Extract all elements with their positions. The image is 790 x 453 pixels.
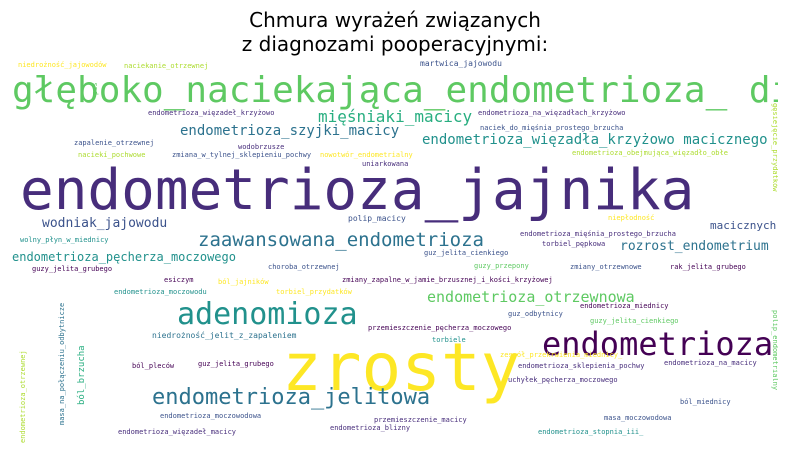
word: macicznych xyxy=(710,219,777,232)
word: torbiele xyxy=(432,336,466,344)
word: głęboko_naciekająca_endometrioza_ die xyxy=(12,70,778,111)
word: pcs xyxy=(91,82,99,95)
word: guzy_jelita_cienkiego xyxy=(590,317,679,325)
word: naciekanie_otrzewnej xyxy=(124,62,209,70)
word: zrosty xyxy=(282,329,521,406)
word: ból_miednicy xyxy=(680,398,731,406)
word: endometrioza_więzadła_krzyżowo maciczneg… xyxy=(422,132,768,148)
word: masa_moczowodowa xyxy=(604,414,672,422)
word: zapalenie_otrzewnej xyxy=(74,139,155,147)
word: guz_odbytnicy xyxy=(508,310,563,318)
word: zaawansowana_endometrioza xyxy=(198,229,484,251)
word: niedrożność_jelit_z_zapaleniem xyxy=(152,331,297,340)
word: endometrioza xyxy=(542,325,774,363)
word: wolny_płyn_w_miednicy xyxy=(20,236,109,244)
word: endometrioza_jelitowa xyxy=(152,385,431,410)
word: esiczym xyxy=(164,276,194,284)
word: endometrioza_pęcherza_moczowego xyxy=(12,250,236,264)
word: naciek_do_mięśnia_prostego_brzucha xyxy=(480,124,624,132)
word: przemieszczenie_pęcherza_moczowego xyxy=(368,324,512,332)
word: endometrioza_na_więzadłach_krzyżowo xyxy=(478,109,626,117)
word: endometrioza_szyjki_macicy xyxy=(180,123,400,139)
word: ból_pleców xyxy=(132,362,175,370)
word: zmiany_zapalne_w_jamie_brzusznej_i_kości… xyxy=(342,276,553,284)
word: endometrioza_obejmująca_więzadło_obłe xyxy=(572,149,728,157)
word: endometrioza_mięśnia_prostego_brzucha xyxy=(520,230,676,238)
word: torbiel_przydatków xyxy=(276,288,352,296)
word-cloud: endometrioza_jajnika zrosty głęboko_naci… xyxy=(12,55,778,445)
word: martwica_jajowodu xyxy=(420,59,502,68)
word: uniarkowana xyxy=(362,160,409,168)
title-line-2: z diagnozami pooperacyjnymi: xyxy=(241,32,549,56)
word: endometrioza_stopnia_iii_ xyxy=(538,428,644,436)
word: endometrioza_otrzewnej xyxy=(19,350,27,443)
word: niepłodność xyxy=(608,214,655,222)
word: gęsiejęcie_przydatków xyxy=(771,103,778,192)
word: rozrost_endometrium xyxy=(620,239,769,254)
word: masa_na_połączeniu_odbytnicze xyxy=(58,302,66,425)
word: endometrioza_miednicy xyxy=(580,302,669,310)
word: polip_endometrialny xyxy=(771,310,778,391)
word: polip_macicy xyxy=(348,214,406,223)
word: zespół_przekrwienia_miednicy_ xyxy=(500,351,623,359)
word: torbiel_pępkowa xyxy=(542,240,606,248)
word: naciekí_pochwowe xyxy=(78,151,146,159)
word: guzy_przepony xyxy=(474,262,529,270)
word: uchyłek_pęcherza_moczowego xyxy=(508,376,618,384)
word: choroba_otrzewnej xyxy=(268,263,340,271)
word: endometrioza_więzadeł_macicy xyxy=(118,428,237,436)
word: endometrioza_moczowodowa xyxy=(160,412,262,420)
word: guz_jelita_cienkiego xyxy=(424,249,509,257)
word: endometrioza_otrzewnowa xyxy=(427,288,635,306)
title-line-1: Chmura wyrażeń związanych xyxy=(249,8,541,32)
word: nowotwór_endometrialny xyxy=(320,151,413,159)
word: guzy_jelita_grubego xyxy=(32,265,113,273)
word: ból_jajników xyxy=(218,278,269,286)
word: wodobrzusze xyxy=(238,143,285,151)
word: endometrioza_sklepienia_pochwy xyxy=(518,362,645,370)
word: przemieszczenie_macicy xyxy=(374,416,467,424)
word: endometrioza_moczowodu xyxy=(114,288,207,296)
word: zmiana_w_tylnej_sklepieniu_pochwy xyxy=(172,151,312,159)
word: endometrioza_jajnika xyxy=(20,158,695,223)
word: mięśniaki_macicy xyxy=(318,107,473,126)
word: endometrioza_blizny xyxy=(330,424,411,432)
word: wodniak_jajowodu xyxy=(42,216,168,231)
word: guz_jelita_grubego xyxy=(198,360,274,368)
word: rak_jelita_grubego xyxy=(670,263,746,271)
word: adenomioza xyxy=(177,297,358,332)
word: ból_brzucha xyxy=(77,345,87,405)
chart-title: Chmura wyrażeń związanych z diagnozami p… xyxy=(0,8,790,56)
word: endometrioza_więzadeł_krzyżowo xyxy=(148,109,275,117)
word: endometrioza_na_macicy xyxy=(664,359,757,367)
word: zmiany_otrzewnowe xyxy=(570,263,642,271)
word: niedrożność_jajowodów xyxy=(18,61,107,69)
